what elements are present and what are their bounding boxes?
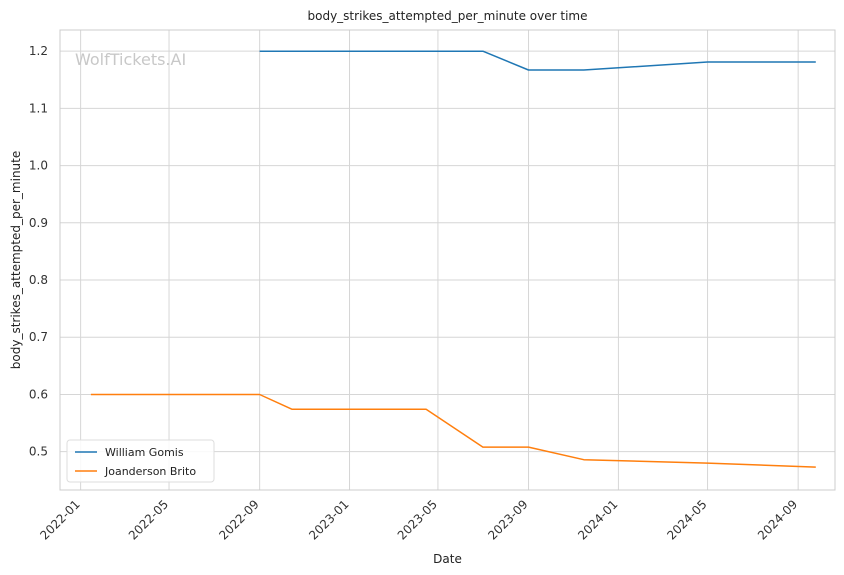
y-tick-label: 1.1 [29, 101, 48, 115]
x-tick-label: 2022-05 [126, 497, 171, 542]
plot-frame [59, 29, 836, 491]
x-axis-title: Date [433, 552, 462, 566]
y-tick-label: 0.5 [29, 445, 48, 459]
legend-box [66, 439, 215, 483]
y-axis-ticks: 0.5 0.6 0.7 0.8 0.9 1.0 1.1 1.2 [29, 44, 48, 458]
x-tick-label: 2023-05 [395, 497, 440, 542]
watermark: WolfTickets.AI [75, 50, 186, 69]
x-tick-label: 2024-01 [575, 497, 620, 542]
series-lines [90, 50, 816, 468]
grid [60, 30, 835, 490]
x-tick-label: 2024-09 [755, 497, 800, 542]
x-tick-label: 2023-09 [485, 497, 530, 542]
legend: William Gomis Joanderson Brito [66, 439, 215, 483]
y-tick-label: 0.9 [29, 216, 48, 230]
series-line-0 [259, 50, 816, 71]
series-line-1 [90, 393, 816, 468]
y-tick-label: 0.7 [29, 330, 48, 344]
x-tick-label: 2024-05 [664, 497, 709, 542]
x-tick-label: 2022-01 [37, 497, 82, 542]
y-axis-title: body_strikes_attempted_per_minute [9, 151, 23, 369]
x-tick-label: 2022-09 [216, 497, 261, 542]
x-axis-ticks: 2022-01 2022-05 2022-09 2023-01 2023-05 2023-… [37, 497, 800, 542]
y-tick-label: 1.2 [29, 44, 48, 58]
y-tick-label: 0.8 [29, 273, 48, 287]
y-tick-label: 0.6 [29, 387, 48, 401]
y-tick-label: 1.0 [29, 159, 48, 173]
x-tick-label: 2023-01 [306, 497, 351, 542]
chart-title: body_strikes_attempted_per_minute over t… [308, 9, 588, 23]
legend-label: William Gomis [105, 446, 184, 459]
legend-label: Joanderson Brito [104, 465, 196, 478]
